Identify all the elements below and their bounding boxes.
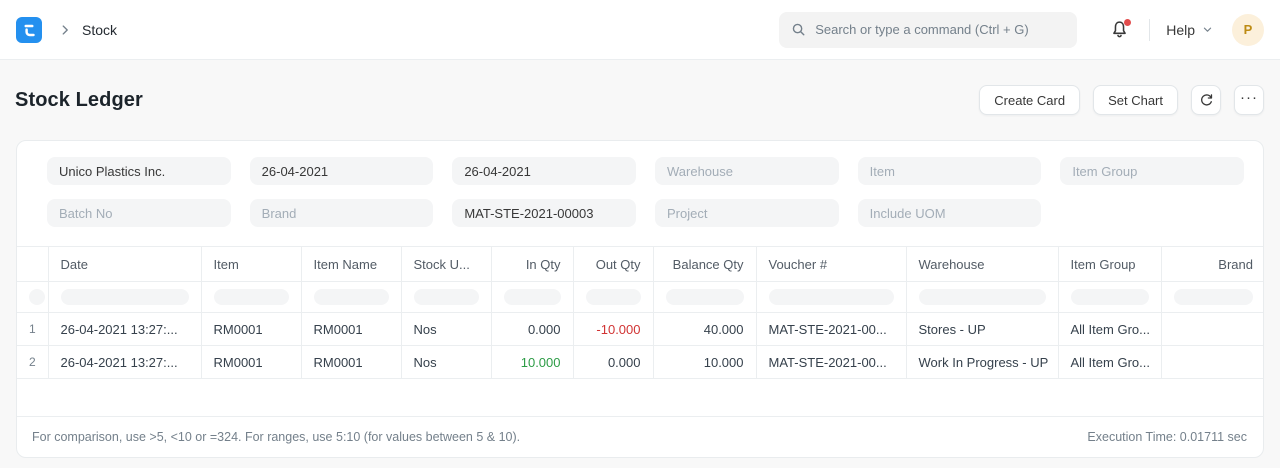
datatable: Date Item Item Name Stock U... In Qty Ou… bbox=[17, 246, 1263, 416]
cell-in-qty[interactable]: 0.000 bbox=[491, 312, 574, 346]
page-actions: Create Card Set Chart ··· bbox=[979, 85, 1264, 115]
filter-voucher-no[interactable] bbox=[452, 199, 636, 227]
column-header-balance-qty[interactable]: Balance Qty bbox=[653, 246, 757, 282]
column-header-stock-uom[interactable]: Stock U... bbox=[401, 246, 492, 282]
avatar-letter: P bbox=[1243, 22, 1253, 37]
column-filter-input[interactable] bbox=[313, 289, 389, 305]
filter-to-date[interactable] bbox=[452, 157, 636, 185]
column-filter-input[interactable] bbox=[60, 289, 189, 305]
notification-dot bbox=[1124, 19, 1132, 26]
chevron-right-icon bbox=[58, 23, 72, 37]
navbar-divider bbox=[1149, 18, 1151, 41]
filter-item[interactable] bbox=[857, 157, 1042, 185]
refresh-icon bbox=[1200, 93, 1212, 106]
column-filter-input[interactable] bbox=[1070, 289, 1149, 305]
filter-project[interactable] bbox=[655, 199, 839, 227]
bell-icon bbox=[1113, 21, 1127, 38]
filter-warehouse[interactable] bbox=[655, 157, 839, 185]
cell-date[interactable]: 26-04-2021 13:27:... bbox=[48, 312, 202, 346]
cell-balance-qty[interactable]: 10.000 bbox=[653, 345, 757, 379]
page-head: Stock Ledger Create Card Set Chart ··· bbox=[0, 60, 1280, 140]
chevron-down-icon bbox=[1202, 24, 1213, 35]
column-filter-input[interactable] bbox=[29, 289, 45, 305]
table-filter-row bbox=[17, 281, 1263, 313]
cell-item[interactable]: RM0001 bbox=[201, 312, 302, 346]
filter-item-group[interactable] bbox=[1060, 157, 1244, 185]
filter-from-date[interactable] bbox=[249, 157, 434, 185]
column-header-item-group[interactable]: Item Group bbox=[1058, 246, 1162, 282]
set-chart-button[interactable]: Set Chart bbox=[1093, 85, 1178, 115]
search-input[interactable] bbox=[815, 22, 1066, 37]
refresh-button[interactable] bbox=[1191, 85, 1221, 115]
help-menu[interactable]: Help bbox=[1166, 22, 1213, 38]
column-header-index bbox=[17, 246, 49, 282]
column-header-warehouse[interactable]: Warehouse bbox=[906, 246, 1059, 282]
report-footer: For comparison, use >5, <10 or =324. For… bbox=[17, 416, 1263, 457]
cell-out-qty[interactable]: -10.000 bbox=[573, 312, 654, 346]
cell-balance-qty[interactable]: 40.000 bbox=[653, 312, 757, 346]
cell-warehouse[interactable]: Work In Progress - UP bbox=[906, 345, 1059, 379]
cell-stock-uom[interactable]: Nos bbox=[401, 345, 492, 379]
cell-brand[interactable] bbox=[1161, 345, 1263, 379]
report-filters bbox=[17, 141, 1263, 246]
column-filter-input[interactable] bbox=[213, 289, 289, 305]
notifications-button[interactable] bbox=[1110, 19, 1132, 39]
cell-warehouse[interactable]: Stores - UP bbox=[906, 312, 1059, 346]
column-header-item[interactable]: Item bbox=[201, 246, 302, 282]
erpnext-logo-icon[interactable] bbox=[16, 16, 42, 43]
cell-voucher[interactable]: MAT-STE-2021-00... bbox=[756, 345, 907, 379]
column-header-in-qty[interactable]: In Qty bbox=[491, 246, 574, 282]
navbar: Stock Help P bbox=[0, 0, 1280, 60]
cell-item-group[interactable]: All Item Gro... bbox=[1058, 312, 1162, 346]
cell-item-name[interactable]: RM0001 bbox=[301, 345, 402, 379]
column-header-voucher[interactable]: Voucher # bbox=[756, 246, 907, 282]
cell-item[interactable]: RM0001 bbox=[201, 345, 302, 379]
column-header-item-name[interactable]: Item Name bbox=[301, 246, 402, 282]
page-title: Stock Ledger bbox=[15, 88, 143, 111]
table-header-row: Date Item Item Name Stock U... In Qty Ou… bbox=[17, 246, 1263, 282]
avatar[interactable]: P bbox=[1232, 13, 1264, 46]
cell-item-group[interactable]: All Item Gro... bbox=[1058, 345, 1162, 379]
search-icon bbox=[791, 22, 806, 37]
column-filter-input[interactable] bbox=[665, 289, 744, 305]
cell-in-qty[interactable]: 10.000 bbox=[491, 345, 574, 379]
column-filter-input[interactable] bbox=[918, 289, 1046, 305]
row-index[interactable]: 1 bbox=[17, 312, 49, 346]
breadcrumb[interactable]: Stock bbox=[82, 21, 118, 38]
cell-brand[interactable] bbox=[1161, 312, 1263, 346]
cell-out-qty[interactable]: 0.000 bbox=[573, 345, 654, 379]
filter-brand[interactable] bbox=[249, 199, 434, 227]
global-search[interactable] bbox=[779, 11, 1078, 48]
cell-stock-uom[interactable]: Nos bbox=[401, 312, 492, 346]
column-filter-input[interactable] bbox=[768, 289, 894, 305]
cell-date[interactable]: 26-04-2021 13:27:... bbox=[48, 345, 202, 379]
filter-company[interactable] bbox=[47, 157, 231, 185]
table-row: 2 26-04-2021 13:27:... RM0001 RM0001 Nos… bbox=[17, 345, 1263, 379]
column-filter-input[interactable] bbox=[503, 289, 561, 305]
execution-time: Execution Time: 0.01711 sec bbox=[1087, 430, 1247, 444]
column-header-date[interactable]: Date bbox=[48, 246, 202, 282]
column-filter-input[interactable] bbox=[1173, 289, 1253, 305]
ellipsis-icon: ··· bbox=[1240, 88, 1258, 106]
row-index[interactable]: 2 bbox=[17, 345, 49, 379]
navbar-right: Help P bbox=[779, 11, 1264, 48]
filter-include-uom[interactable] bbox=[857, 199, 1042, 227]
column-header-brand[interactable]: Brand bbox=[1161, 246, 1263, 282]
cell-item-name[interactable]: RM0001 bbox=[301, 312, 402, 346]
table-row: 1 26-04-2021 13:27:... RM0001 RM0001 Nos… bbox=[17, 312, 1263, 346]
column-filter-input[interactable] bbox=[585, 289, 641, 305]
cell-voucher[interactable]: MAT-STE-2021-00... bbox=[756, 312, 907, 346]
column-filter-input[interactable] bbox=[413, 289, 479, 305]
more-menu-button[interactable]: ··· bbox=[1234, 85, 1264, 115]
column-header-out-qty[interactable]: Out Qty bbox=[573, 246, 654, 282]
create-card-button[interactable]: Create Card bbox=[979, 85, 1081, 115]
comparison-hint: For comparison, use >5, <10 or =324. For… bbox=[32, 430, 521, 444]
report-card: Date Item Item Name Stock U... In Qty Ou… bbox=[16, 140, 1264, 458]
help-label: Help bbox=[1166, 21, 1195, 38]
filter-batch-no[interactable] bbox=[47, 199, 231, 227]
